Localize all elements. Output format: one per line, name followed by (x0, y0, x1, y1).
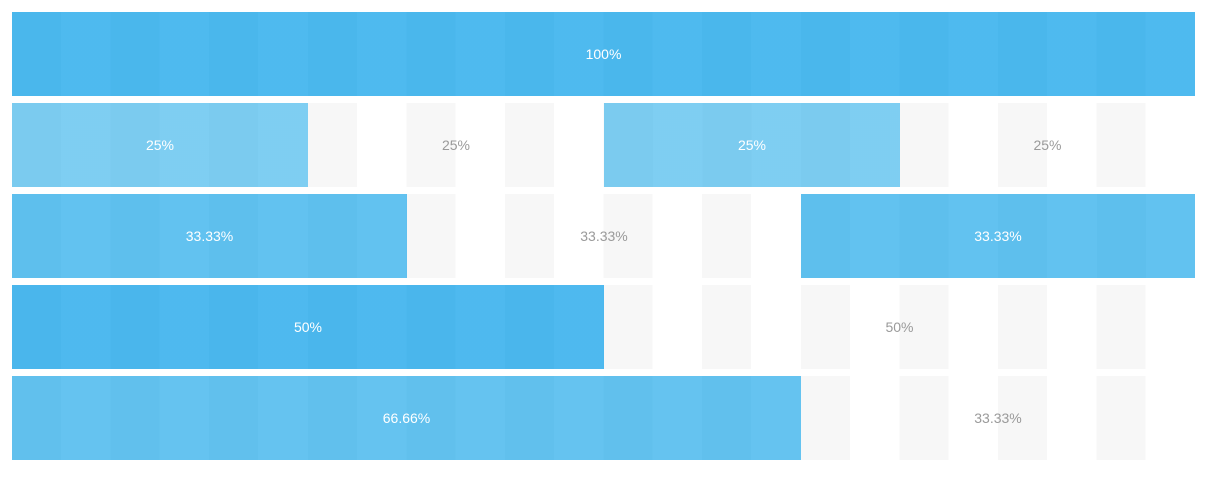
grid-cell: 33.33% (974, 410, 1022, 426)
grid-cell: 50% (885, 319, 914, 335)
grid-row: 33.33% 33.33% 33.33% (12, 194, 1195, 278)
grid-row: 25% 25% 25% 25% (12, 103, 1195, 187)
grid-cell: 25% (1033, 137, 1062, 153)
grid-row: 100% (12, 12, 1195, 96)
grid-cell: 25% (12, 103, 308, 187)
grid-cell: 33.33% (580, 228, 628, 244)
grid: 100% 25% 25% 25% 25% 33.33% 33.33% 33.33… (12, 12, 1195, 467)
grid-cell: 33.33% (801, 194, 1195, 278)
grid-cell: 50% (12, 285, 604, 369)
grid-cell: 33.33% (12, 194, 407, 278)
grid-cell: 66.66% (12, 376, 801, 460)
grid-cell: 25% (604, 103, 900, 187)
grid-cell: 25% (441, 137, 471, 153)
grid-cell: 100% (12, 12, 1195, 96)
grid-row: 50% 50% (12, 285, 1195, 369)
grid-row: 66.66% 33.33% (12, 376, 1195, 460)
